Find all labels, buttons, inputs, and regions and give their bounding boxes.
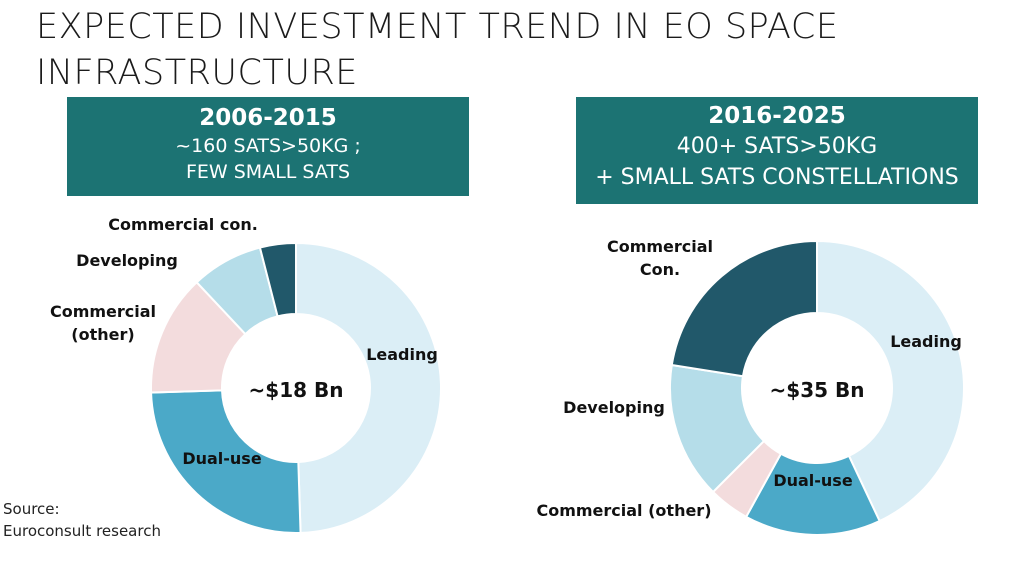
banner-subtitle-line-2: + SMALL SATS CONSTELLATIONS — [595, 165, 959, 190]
slice-commercial-con — [670, 239, 818, 378]
banner-subtitle-line-2: FEW SMALL SATS — [185, 161, 351, 183]
slice-label-dual-use: Dual-use — [773, 471, 853, 490]
slice-label-developing: Developing — [563, 398, 665, 417]
center-total-label: ~$18 Bn — [249, 378, 344, 402]
period-banner-2006-2015: 2006-2015 ~160 SATS>50KG ; FEW SMALL SAT… — [67, 97, 469, 196]
source-text: Euroconsult research — [3, 522, 161, 540]
slice-label-leading: Leading — [366, 345, 438, 364]
slice-label-commercial-con: Commercial con. — [108, 215, 258, 234]
slice-label-developing: Developing — [76, 251, 178, 270]
banner-subtitle-line-1: ~160 SATS>50KG ; — [175, 135, 361, 157]
banner-period-label: 2016-2025 — [708, 103, 846, 129]
slice-leading — [816, 239, 965, 523]
slice-label-leading: Leading — [890, 332, 962, 351]
slice-label-commercial-con: Commercial Con. — [607, 237, 713, 279]
slice-label-dual-use: Dual-use — [182, 449, 262, 468]
slice-commercial-con — [258, 241, 297, 318]
slice-leading — [295, 241, 442, 534]
donut-chart-2006-2015: Leading Dual-use Commercial (other) Developi… — [50, 215, 442, 534]
page-title-line-2: INFRASTRUCTURE — [36, 53, 358, 93]
banner-subtitle-line-1: 400+ SATS>50KG — [676, 134, 878, 159]
source-note: Source: Euroconsult research — [3, 498, 161, 542]
donut-chart-2016-2025: Leading Dual-use Commercial (other) Develop… — [536, 237, 965, 536]
page-title-line-1: EXPECTED INVESTMENT TREND IN EO SPACE — [36, 7, 839, 47]
center-total-label: ~$35 Bn — [770, 378, 865, 402]
banner-period-label: 2006-2015 — [199, 105, 337, 131]
page-title: EXPECTED INVESTMENT TREND IN EO SPACE IN… — [36, 4, 936, 96]
period-banner-2016-2025: 2016-2025 400+ SATS>50KG + SMALL SATS CO… — [576, 97, 978, 204]
slice-label-commercial-other: Commercial (other) — [50, 302, 156, 344]
slice-dual-use — [150, 389, 302, 534]
source-label: Source: — [3, 500, 60, 518]
slice-label-commercial-other: Commercial (other) — [536, 501, 711, 520]
